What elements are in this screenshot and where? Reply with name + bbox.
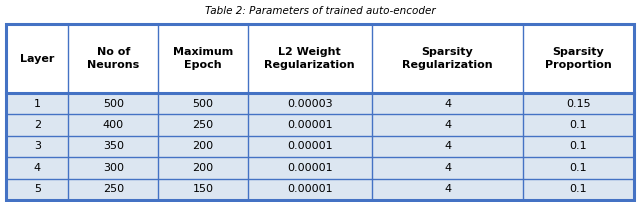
Bar (68, 93, 158, 114)
Bar (372, 93, 524, 114)
Bar (158, 114, 248, 136)
Bar (524, 179, 634, 200)
Bar (372, 157, 524, 179)
Bar (6, 136, 68, 157)
Text: 4: 4 (444, 184, 451, 194)
Text: 200: 200 (192, 163, 213, 173)
Text: Sparsity
Proportion: Sparsity Proportion (545, 47, 612, 70)
Text: 0.1: 0.1 (570, 120, 588, 130)
Text: 4: 4 (444, 120, 451, 130)
Bar (248, 114, 372, 136)
Text: 2: 2 (34, 120, 41, 130)
Bar (158, 157, 248, 179)
Bar (372, 114, 524, 136)
Bar (248, 24, 372, 93)
Text: 0.1: 0.1 (570, 163, 588, 173)
Text: 0.1: 0.1 (570, 184, 588, 194)
Bar (6, 93, 68, 114)
Bar (372, 136, 524, 157)
Text: 0.00001: 0.00001 (287, 120, 332, 130)
Bar (158, 136, 248, 157)
Text: 0.00001: 0.00001 (287, 163, 332, 173)
Text: No of
Neurons: No of Neurons (87, 47, 140, 70)
Text: 500: 500 (103, 99, 124, 109)
Bar (524, 93, 634, 114)
Text: 0.00001: 0.00001 (287, 184, 332, 194)
Text: 150: 150 (193, 184, 213, 194)
Bar (68, 136, 158, 157)
Text: L2 Weight
Regularization: L2 Weight Regularization (264, 47, 355, 70)
Bar (248, 179, 372, 200)
Text: 1: 1 (34, 99, 41, 109)
Text: 5: 5 (34, 184, 41, 194)
Bar (68, 179, 158, 200)
Bar (6, 114, 68, 136)
Text: 4: 4 (444, 99, 451, 109)
Bar (6, 24, 68, 93)
Bar (158, 93, 248, 114)
Text: 250: 250 (192, 120, 213, 130)
Text: 250: 250 (102, 184, 124, 194)
Bar (248, 157, 372, 179)
Bar (158, 179, 248, 200)
Text: 0.15: 0.15 (566, 99, 591, 109)
Text: 500: 500 (193, 99, 213, 109)
Bar (372, 24, 524, 93)
Text: 350: 350 (103, 141, 124, 152)
Bar (158, 24, 248, 93)
Bar (524, 24, 634, 93)
Bar (6, 24, 634, 200)
Bar (248, 93, 372, 114)
Bar (6, 179, 68, 200)
Text: 0.00003: 0.00003 (287, 99, 332, 109)
Text: Table 2: Parameters of trained auto-encoder: Table 2: Parameters of trained auto-enco… (205, 6, 435, 16)
Text: Sparsity
Regularization: Sparsity Regularization (402, 47, 493, 70)
Text: 4: 4 (444, 141, 451, 152)
Text: 0.1: 0.1 (570, 141, 588, 152)
Text: 200: 200 (192, 141, 213, 152)
Text: 3: 3 (34, 141, 41, 152)
Bar (248, 136, 372, 157)
Bar (68, 24, 158, 93)
Text: 0.00001: 0.00001 (287, 141, 332, 152)
Text: 4: 4 (34, 163, 41, 173)
Text: Layer: Layer (20, 54, 54, 64)
Text: 400: 400 (102, 120, 124, 130)
Bar (68, 157, 158, 179)
Text: Maximum
Epoch: Maximum Epoch (173, 47, 233, 70)
Bar (6, 157, 68, 179)
Bar (524, 136, 634, 157)
Bar (524, 114, 634, 136)
Text: 4: 4 (444, 163, 451, 173)
Bar (524, 157, 634, 179)
Text: 300: 300 (103, 163, 124, 173)
Bar (68, 114, 158, 136)
Bar (372, 179, 524, 200)
